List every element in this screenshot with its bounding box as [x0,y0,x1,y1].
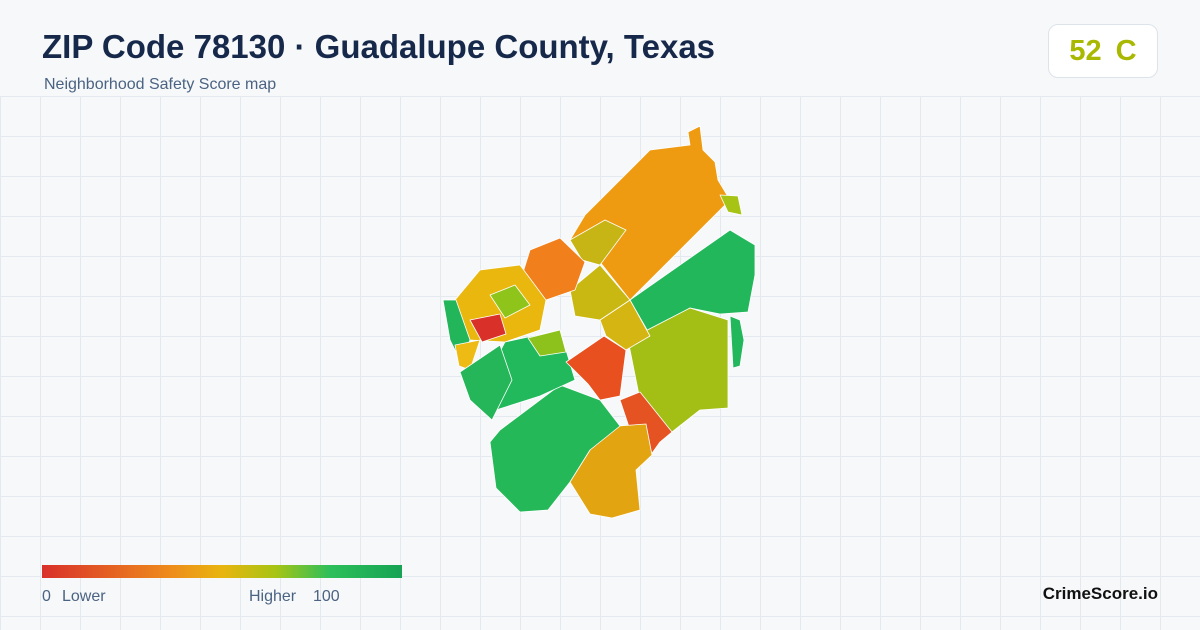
region [469,313,507,343]
title: ZIP Code 78130 · Guadalupe County, Texas [42,28,716,65]
legend-min-label: Lower [62,588,106,605]
brand: CrimeScore.io [1042,584,1158,603]
region [569,264,631,321]
score-badge: 52 C [1048,24,1158,78]
region [729,315,745,369]
subtitle: Neighborhood Safety Score map [44,76,277,93]
region [719,194,743,216]
region [489,284,531,319]
legend-max-label: Higher [249,588,297,605]
region [489,384,621,513]
region [565,335,627,401]
region [527,329,567,357]
score-value: 52 [1069,34,1102,67]
legend-min: 0 [42,588,51,605]
legend-gradient [42,565,402,578]
score-grade: C [1115,34,1137,67]
region [459,344,513,421]
legend-max: 100 [313,588,340,605]
